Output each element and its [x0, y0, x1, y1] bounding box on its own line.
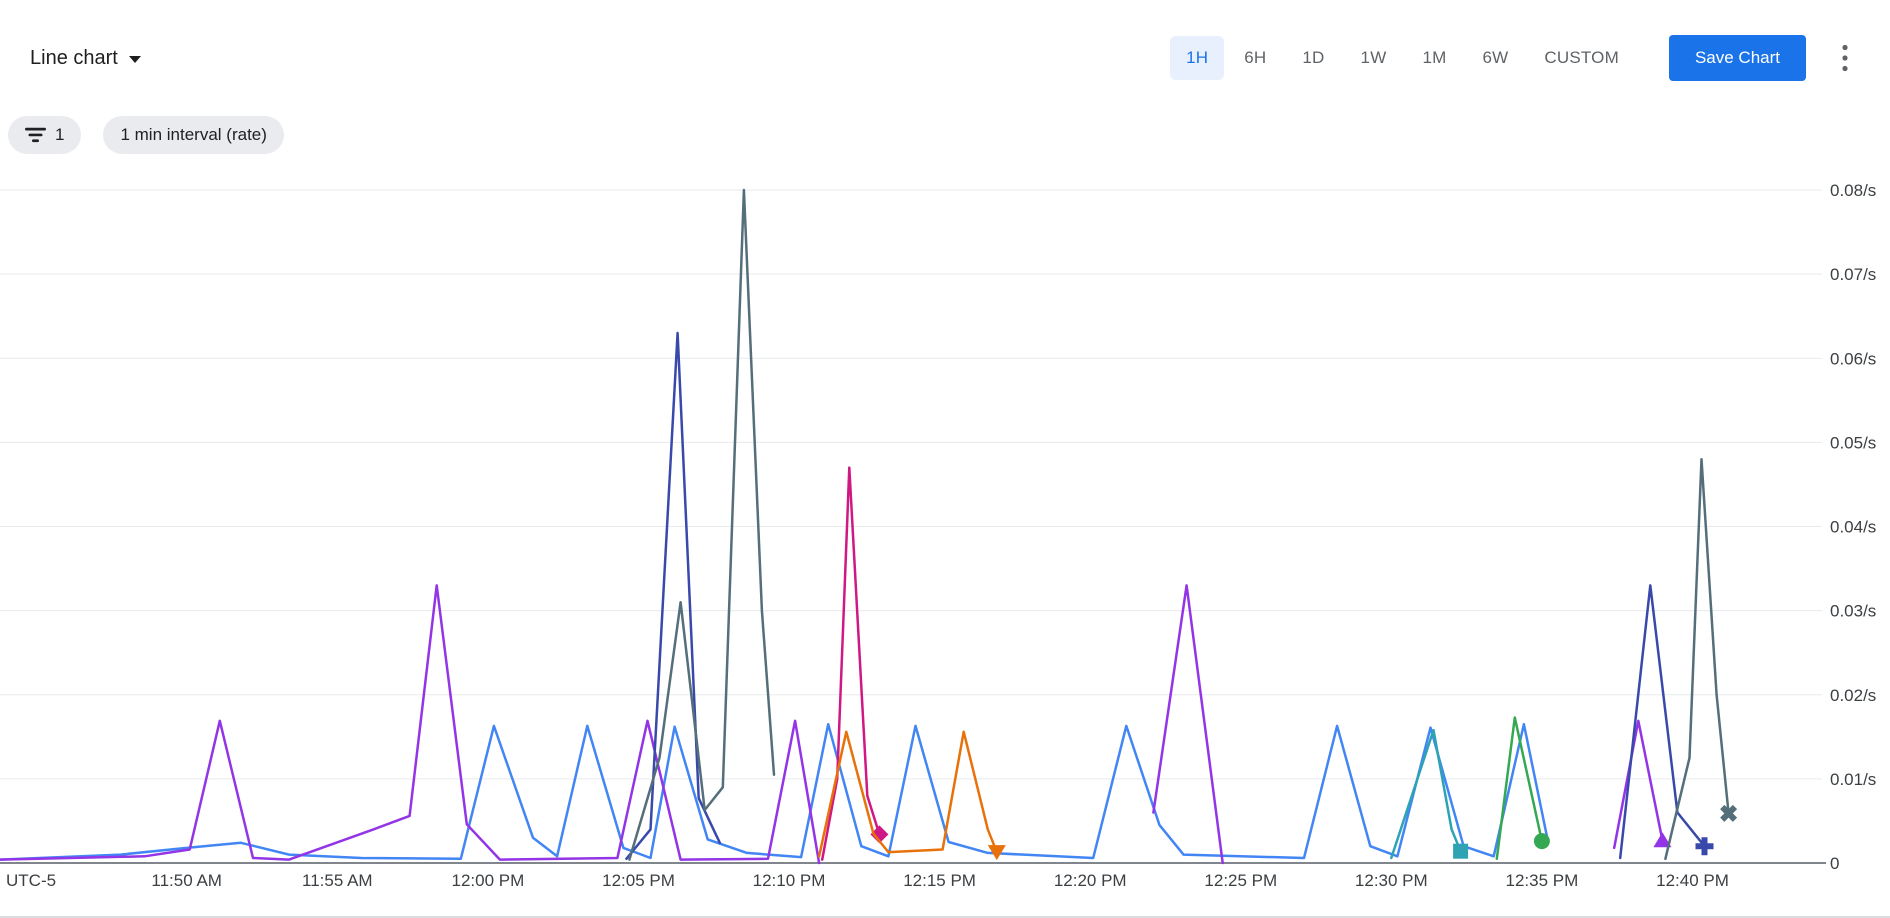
y-tick-label: 0.02/s	[1830, 686, 1876, 705]
slate-end-marker-x-mark-icon	[1720, 804, 1738, 822]
save-chart-button[interactable]: Save Chart	[1668, 35, 1806, 81]
time-range-custom[interactable]: CUSTOM	[1528, 36, 1635, 80]
time-range-1w[interactable]: 1W	[1345, 36, 1403, 80]
series-line-green	[1495, 716, 1544, 861]
x-tick-label: 12:30 PM	[1355, 871, 1428, 890]
time-range-1d[interactable]: 1D	[1286, 36, 1340, 80]
y-tick-label: 0.07/s	[1830, 265, 1876, 284]
y-tick-label: 0	[1830, 854, 1839, 873]
series-line-purple	[1152, 584, 1224, 865]
y-tick-label: 0.03/s	[1830, 602, 1876, 621]
time-range-group: 1H 6H 1D 1W 1M 6W CUSTOM	[1170, 36, 1635, 80]
x-tick-label: 12:20 PM	[1054, 871, 1127, 890]
filter-icon	[25, 127, 46, 143]
teal-end-marker-square-icon	[1453, 843, 1469, 859]
more-options-icon[interactable]	[1830, 43, 1860, 73]
x-tick-label: 11:50 AM	[151, 871, 222, 890]
purple-end-marker-triangle-up-icon	[1653, 832, 1672, 848]
filter-bar: 1 1 min interval (rate)	[0, 116, 1890, 154]
chart-canvas: 0 0.01/s 0.02/s 0.03/s 0.04/s 0.05/s 0.06/s 0.0…	[0, 181, 1876, 890]
x-tick-label: 12:05 PM	[602, 871, 675, 890]
x-tick-label: 12:40 PM	[1656, 871, 1729, 890]
series-line-teal	[1390, 728, 1462, 860]
filter-count: 1	[55, 125, 65, 144]
x-tick-label: 12:10 PM	[753, 871, 826, 890]
series-line-purple	[1612, 719, 1664, 850]
series-line-orange	[817, 730, 999, 858]
pink-end-marker-diamond-icon	[870, 825, 889, 844]
y-tick-label: 0.05/s	[1830, 433, 1876, 452]
time-range-1m[interactable]: 1M	[1406, 36, 1462, 80]
y-tick-label: 0.08/s	[1830, 181, 1876, 200]
series-line-slate	[628, 188, 776, 861]
series-line-slate	[1664, 457, 1730, 861]
x-axis-labels: UTC-5 11:50 AM 11:55 AM 12:00 PM 12:05 PM 12:…	[6, 871, 1729, 890]
filter-chip[interactable]: 1	[8, 116, 82, 154]
x-tick-label: 12:25 PM	[1204, 871, 1277, 890]
chevron-down-icon	[128, 55, 141, 63]
time-range-6h[interactable]: 6H	[1228, 36, 1282, 80]
orange-end-marker-triangle-down-icon	[987, 845, 1006, 861]
kebab-dots-icon	[1842, 44, 1848, 72]
series-line-indigo	[1618, 584, 1706, 860]
series-line-blue	[0, 722, 1550, 861]
chart-type-dropdown[interactable]: Line chart	[30, 47, 141, 70]
x-tick-label: 12:35 PM	[1506, 871, 1579, 890]
x-tick-label: 12:00 PM	[452, 871, 525, 890]
chart-type-label: Line chart	[30, 46, 118, 69]
timezone-label: UTC-5	[6, 871, 56, 890]
interval-chip[interactable]: 1 min interval (rate)	[103, 116, 284, 154]
chart-area[interactable]: 0 0.01/s 0.02/s 0.03/s 0.04/s 0.05/s 0.06/s 0.0…	[0, 154, 1890, 918]
time-range-6w[interactable]: 6W	[1466, 36, 1524, 80]
series-lines	[0, 188, 1738, 865]
chart-toolbar: Line chart 1H 6H 1D 1W 1M 6W CUSTOM Save Chart	[0, 0, 1890, 116]
y-tick-label: 0.06/s	[1830, 349, 1876, 368]
y-axis-labels: 0 0.01/s 0.02/s 0.03/s 0.04/s 0.05/s 0.06/s 0.0…	[1830, 181, 1876, 873]
time-range-1h[interactable]: 1H	[1170, 36, 1225, 80]
y-tick-label: 0.01/s	[1830, 770, 1876, 789]
x-tick-label: 12:15 PM	[903, 871, 976, 890]
x-tick-label: 11:55 AM	[302, 871, 373, 890]
indigo-end-marker-plus-icon	[1695, 837, 1714, 856]
interval-chip-label: 1 min interval (rate)	[120, 125, 267, 144]
series-line-purple	[0, 584, 821, 865]
y-tick-label: 0.04/s	[1830, 518, 1876, 537]
series-line-pink	[820, 466, 881, 861]
green-end-marker-circle-icon	[1533, 833, 1550, 850]
series-line-indigo	[625, 331, 722, 861]
gridlines	[0, 189, 1822, 780]
